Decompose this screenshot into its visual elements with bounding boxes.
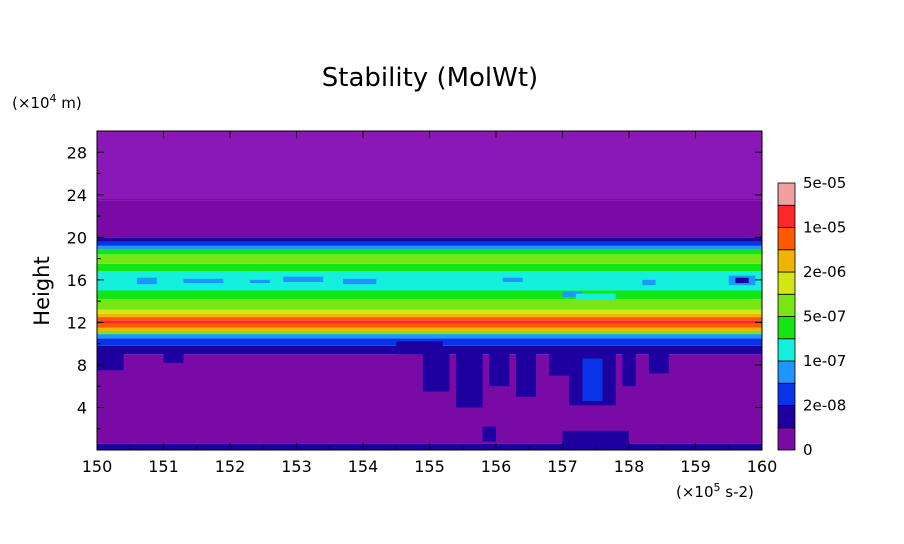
- contour-band-16: [97, 254, 762, 264]
- y-axis-label: Height: [30, 256, 54, 325]
- contour-band-21: [97, 200, 762, 238]
- colorbar-swatch: [777, 360, 796, 384]
- contour-band-12: [97, 299, 762, 310]
- x-tick-label: 160: [747, 457, 778, 476]
- contour-patch-15: [489, 352, 510, 387]
- x-tick-label: 151: [148, 457, 179, 476]
- contour-band-17: [97, 249, 762, 255]
- contour-band-18: [97, 245, 762, 250]
- colorbar-swatch: [777, 338, 796, 362]
- y-tick-label: 8: [77, 356, 87, 375]
- x-tick-label: 159: [680, 457, 711, 476]
- contour-band-15: [97, 263, 762, 272]
- contour-patch-24: [562, 430, 629, 446]
- colorbar-swatch: [777, 204, 796, 228]
- y-tick-label: 20: [67, 228, 87, 247]
- contour-patch-12: [396, 341, 443, 355]
- colorbar-label: 5e-05: [803, 174, 846, 192]
- y-tick-label: 24: [67, 186, 87, 205]
- x-axis-unit-exponent: 5: [714, 481, 721, 494]
- x-tick-label: 153: [281, 457, 312, 476]
- colorbar-label: 2e-06: [803, 263, 846, 281]
- x-axis-unit-suffix: s-2): [721, 483, 754, 501]
- colorbar-swatch: [777, 227, 796, 251]
- contour-patch-8: [575, 293, 616, 300]
- contour-patch-14: [456, 352, 483, 408]
- contour-patch-25: [482, 426, 496, 442]
- contour-band-13: [97, 290, 762, 300]
- x-axis-unit: (×105 s-2): [676, 481, 754, 501]
- contour-patch-13: [422, 352, 450, 392]
- chart-title: Stability (MolWt): [322, 63, 538, 93]
- colorbar-label: 1e-05: [803, 219, 846, 237]
- plot-area: [96, 130, 763, 451]
- colorbar-label: 5e-07: [803, 308, 846, 326]
- y-axis-ticks: 4 8 12 16 20 24 28: [67, 143, 762, 430]
- colorbar-label: 1e-07: [803, 352, 846, 370]
- contour-patch-19: [582, 358, 603, 402]
- y-tick-label: 28: [67, 143, 87, 162]
- colorbar-label: 0: [803, 441, 813, 459]
- colorbar-swatch: [777, 382, 796, 406]
- x-tick-label: 156: [481, 457, 512, 476]
- y-tick-label: 12: [67, 313, 87, 332]
- colorbar-swatch: [777, 316, 796, 340]
- x-tick-label: 158: [614, 457, 645, 476]
- x-tick-label: 155: [414, 457, 445, 476]
- y-tick-label: 4: [77, 398, 87, 417]
- contour-patch-2: [183, 278, 224, 284]
- contour-patch-21: [648, 352, 669, 374]
- contour-patch-16: [515, 352, 536, 397]
- contour-patch-6: [502, 277, 523, 282]
- y-axis-unit: (×104 m): [12, 92, 82, 112]
- x-axis-ticks: 150 151 152 153 154 155 156 157 158 159 160: [82, 131, 778, 476]
- x-tick-label: 157: [547, 457, 578, 476]
- colorbar-swatch: [777, 405, 796, 429]
- contour-band-10: [97, 313, 762, 318]
- contour-patch-9: [642, 279, 656, 286]
- contour-band-9: [97, 317, 762, 321]
- contour-patch-17: [549, 352, 570, 376]
- colorbar-swatch: [777, 182, 796, 206]
- contour-patch-1: [136, 277, 157, 285]
- contour-patch-5: [343, 278, 377, 285]
- colorbar-label: 2e-08: [803, 397, 846, 415]
- colorbar-swatch: [777, 271, 796, 295]
- contour-band-8: [97, 320, 762, 324]
- contour-band-4: [97, 334, 762, 339]
- contour-band-20: [97, 237, 762, 242]
- x-tick-label: 154: [348, 457, 379, 476]
- contour-band-11: [97, 309, 762, 314]
- contour-patch-7: [562, 291, 583, 297]
- y-tick-label: 16: [67, 271, 87, 290]
- contour-band-19: [97, 241, 762, 246]
- contour-band-14: [97, 271, 762, 291]
- contour-patch-0: [97, 131, 762, 200]
- x-axis-unit-prefix: (×10: [676, 483, 714, 501]
- contour-band-7: [97, 323, 762, 328]
- y-axis-unit-suffix: m): [57, 94, 82, 112]
- colorbar-swatch: [777, 293, 796, 317]
- y-axis-unit-exponent: 4: [50, 92, 57, 105]
- contour-patch-3: [249, 279, 270, 284]
- contour-patch-20: [622, 352, 636, 387]
- contour-band-6: [97, 327, 762, 331]
- x-tick-label: 150: [82, 457, 113, 476]
- contour-patch-11: [735, 277, 749, 284]
- colorbar-swatch: [777, 427, 796, 451]
- contour-patch-4: [283, 276, 324, 282]
- contour-patch-23: [163, 352, 184, 363]
- contour-band-5: [97, 330, 762, 335]
- y-axis-unit-prefix: (×10: [12, 94, 50, 112]
- contour-patch-22: [97, 352, 124, 371]
- x-tick-label: 152: [215, 457, 246, 476]
- colorbar: 0 2e-08 1e-07 5e-07 2e-06 1e-05 5e-05: [777, 174, 846, 459]
- colorbar-swatch: [777, 249, 796, 273]
